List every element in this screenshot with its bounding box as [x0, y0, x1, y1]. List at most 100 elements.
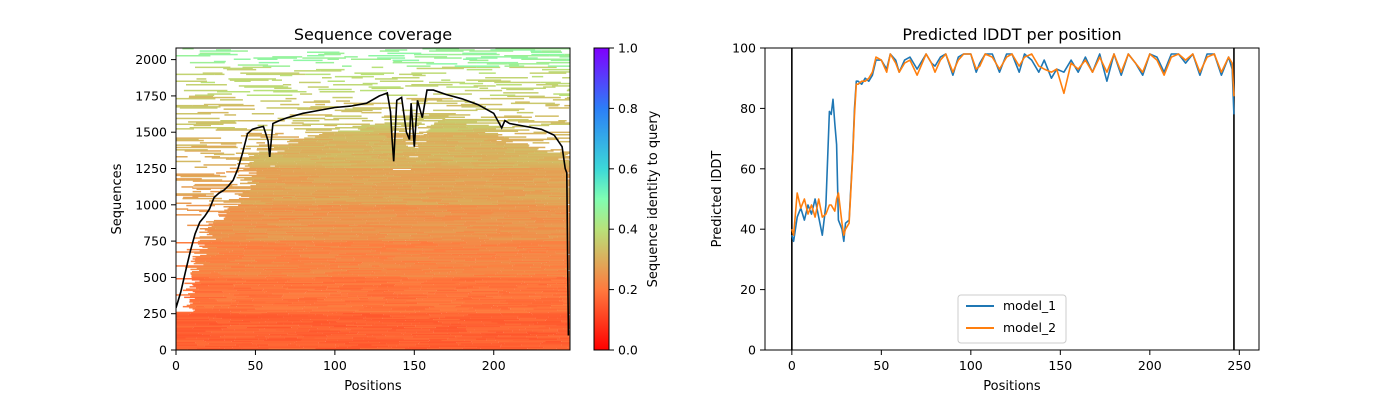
coverage-cell [303, 101, 331, 103]
coverage-cell [381, 275, 401, 278]
coverage-cell [423, 293, 435, 295]
coverage-cell [215, 228, 254, 230]
coverage-cell [441, 79, 451, 81]
coverage-cell [183, 196, 199, 199]
coverage-cell [535, 231, 570, 233]
coverage-cell [277, 151, 300, 153]
coverage-cell [517, 317, 536, 319]
coverage-cell [362, 173, 376, 175]
coverage-cell [558, 289, 570, 292]
coverage-cell [496, 219, 536, 222]
coverage-cell [412, 74, 426, 77]
coverage-cell [387, 142, 404, 144]
coverage-cell [425, 211, 451, 214]
coverage-cell [536, 216, 570, 218]
coverage-cell [568, 317, 570, 319]
coverage-cell [282, 154, 309, 157]
coverage-cell [355, 310, 390, 312]
coverage-cell [459, 278, 500, 280]
coverage-cell [464, 345, 501, 347]
coverage-cell [388, 200, 423, 202]
coverage-cell [332, 312, 343, 315]
coverage-cell [375, 206, 385, 208]
coverage-cell [510, 199, 523, 201]
coverage-cell [358, 331, 406, 333]
coverage-cell [300, 255, 335, 258]
coverage-cell [541, 245, 570, 247]
coverage-cell [353, 152, 363, 154]
coverage-cell [190, 295, 224, 297]
coverage-cell [223, 201, 256, 203]
coverage-cell [212, 235, 246, 237]
coverage-cell [548, 255, 570, 258]
coverage-cell [455, 298, 480, 301]
coverage-cell [233, 242, 276, 244]
coverage-cell [569, 336, 570, 338]
coverage-cell [346, 327, 392, 330]
plddt-x-tick-label: 200 [1138, 358, 1162, 373]
coverage-cell [512, 268, 545, 271]
colorbar-tick-label: 1.0 [618, 41, 638, 56]
coverage-cell [204, 278, 243, 280]
coverage-cell [344, 123, 370, 125]
coverage-cell [192, 180, 234, 182]
coverage-cell [333, 138, 369, 141]
coverage-cell [354, 281, 366, 283]
coverage-cell [455, 287, 468, 289]
coverage-cell [428, 233, 472, 236]
coverage-cell [228, 207, 272, 209]
coverage-cell [259, 345, 300, 347]
coverage-cell [420, 253, 452, 256]
coverage-cell [324, 144, 336, 146]
coverage-cell [381, 181, 409, 184]
coverage-cell [447, 331, 460, 333]
coverage-cell [274, 165, 302, 167]
coverage-cell [350, 237, 379, 239]
coverage-cell [473, 286, 489, 288]
coverage-cell [296, 208, 310, 210]
coverage-cell [489, 179, 513, 181]
coverage-cell [237, 64, 269, 66]
coverage-cell [545, 82, 570, 85]
coverage-cell [434, 123, 467, 125]
coverage-cell [225, 267, 267, 269]
coverage-cell [287, 192, 310, 194]
coverage-cell [548, 316, 570, 318]
coverage-cell [197, 344, 236, 346]
coverage-cell [309, 257, 341, 259]
coverage-cell [526, 310, 570, 312]
coverage-cell [234, 285, 259, 287]
coverage-cell [199, 239, 225, 242]
coverage-cell [552, 278, 570, 280]
coverage-cell [284, 150, 301, 152]
coverage-cell [329, 322, 357, 324]
coverage-cell [297, 327, 318, 330]
coverage-cell [398, 195, 427, 197]
coverage-cell [373, 285, 394, 287]
coverage-cell [341, 268, 387, 271]
coverage-cell [208, 316, 217, 318]
coverage-cell [425, 272, 440, 274]
coverage-cell [418, 146, 462, 149]
coverage-cell [217, 322, 260, 324]
coverage-cell [419, 322, 434, 324]
coverage-cell [557, 338, 570, 340]
coverage-cell [192, 190, 202, 193]
coverage-cell [363, 287, 410, 289]
coverage-cell [426, 312, 442, 315]
coverage-cell [414, 245, 437, 247]
coverage-cell [199, 50, 234, 52]
coverage-cell [325, 265, 339, 267]
coverage-cell [463, 223, 506, 225]
coverage-cell [548, 182, 570, 185]
coverage-cell [182, 197, 222, 200]
coverage-cell [498, 340, 509, 343]
coverage-cell [378, 132, 400, 135]
coverage-cell [445, 144, 458, 146]
coverage-cell [208, 343, 253, 345]
coverage-cell [335, 255, 374, 258]
coverage-cell [311, 193, 348, 195]
coverage-cell [234, 339, 264, 341]
coverage-cell [454, 235, 465, 237]
coverage-cell [531, 243, 570, 245]
